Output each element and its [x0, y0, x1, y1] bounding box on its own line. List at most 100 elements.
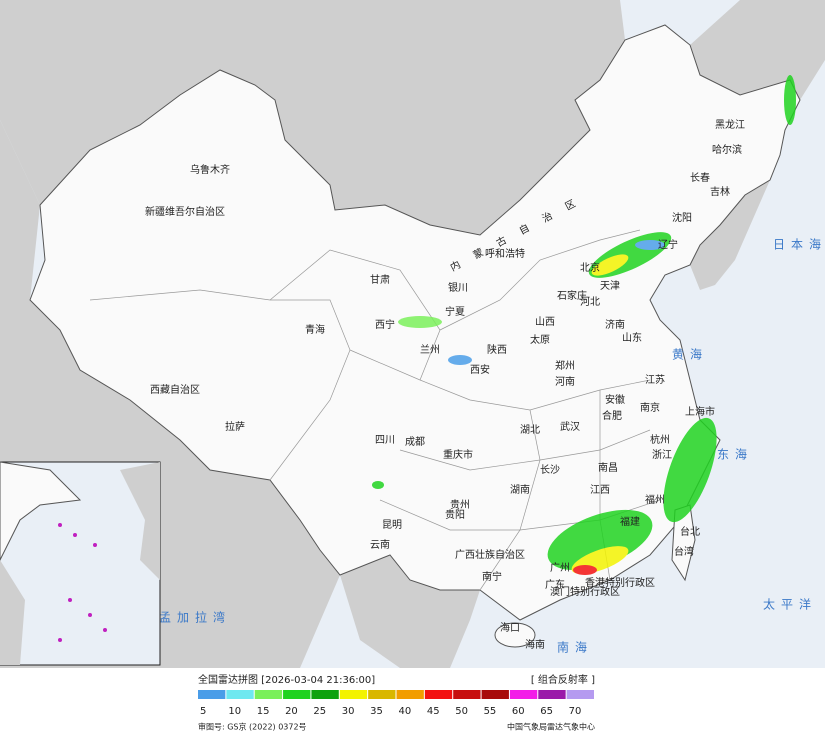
legend-swatch	[311, 690, 339, 699]
inset-islands	[58, 523, 107, 642]
legend-swatch	[538, 690, 566, 699]
place-label: 浙江	[652, 449, 672, 461]
agency: 中国气象局雷达气象中心	[507, 722, 595, 732]
place-label: 山西	[535, 316, 555, 328]
legend-swatch	[283, 690, 311, 699]
legend-panel	[0, 668, 825, 739]
place-label: 重庆市	[443, 448, 473, 461]
legend-value: 40	[399, 706, 412, 717]
place-label: 太原	[530, 333, 550, 346]
legend-value: 60	[512, 706, 525, 717]
place-label: 台北	[680, 525, 700, 538]
legend-value: 55	[484, 706, 497, 717]
place-label: 济南	[605, 318, 625, 331]
legend-swatch	[566, 690, 594, 699]
place-label: 南京	[640, 401, 660, 414]
legend-value: 5	[200, 706, 206, 717]
place-label: 呼和浩特	[485, 248, 525, 260]
legend-value: 35	[370, 706, 383, 717]
place-label: 北京	[580, 261, 600, 274]
legend-swatch	[198, 690, 226, 699]
legend-scale: 5 10 15 20 25 30 35 40 45 50 55 60 65 70	[198, 690, 594, 717]
legend-value: 15	[257, 706, 270, 717]
legend-swatch	[339, 690, 368, 699]
legend-swatch	[396, 690, 424, 699]
place-label: 成都	[405, 436, 425, 448]
place-label: 香港特别行政区	[585, 576, 655, 589]
place-label: 湖南	[510, 483, 530, 496]
legend-value: 30	[342, 706, 355, 717]
legend-title: 全国雷达拼图 [2026-03-04 21:36:00]	[198, 673, 375, 686]
place-label: 河南	[555, 375, 575, 388]
sea-label: 黄海	[672, 347, 708, 362]
legend-value: 65	[540, 706, 553, 717]
place-label: 哈尔滨	[712, 143, 742, 156]
legend-swatch	[453, 690, 481, 699]
indochina	[340, 555, 480, 668]
legend-value: 70	[569, 706, 582, 717]
legend-swatch	[226, 690, 254, 699]
place-label: 广东	[545, 578, 565, 591]
sea-label: 太平洋	[763, 597, 817, 612]
legend-value: 50	[455, 706, 468, 717]
legend-value: 20	[285, 706, 298, 717]
place-label: 澳门特别行政区	[550, 585, 620, 598]
place-label: 长沙	[540, 464, 560, 476]
place-label: 台湾	[674, 545, 694, 558]
place-label: 福建	[620, 515, 640, 528]
approval-number: 审图号: GS京 (2022) 0372号	[198, 722, 307, 732]
place-label: 乌鲁木齐	[190, 163, 230, 176]
place-label: 武汉	[560, 420, 580, 433]
place-label: 昆明	[382, 519, 402, 531]
place-label: 湖北	[520, 424, 540, 436]
inset-coast	[0, 461, 82, 561]
inset-land	[0, 560, 25, 665]
place-label: 西安	[470, 363, 490, 376]
legend-product: [ 组合反射率 ]	[531, 673, 595, 686]
place-label: 沈阳	[672, 211, 692, 224]
place-label: 上海市	[685, 405, 715, 418]
place-label: 石家庄	[557, 289, 587, 302]
korea	[690, 180, 770, 290]
inset-land-east	[120, 462, 160, 580]
place-label: 长春	[690, 172, 710, 184]
sea-label: 日本海	[773, 237, 825, 252]
hainan	[494, 622, 536, 648]
place-label: 江西	[590, 484, 610, 496]
legend-swatch	[254, 690, 283, 699]
sea-label: 东海	[717, 447, 753, 462]
sea-label: 南海	[557, 640, 593, 655]
place-label: 海南	[525, 638, 545, 651]
place-label: 宁夏	[445, 305, 465, 318]
place-label: 安徽	[605, 393, 625, 406]
place-label: 拉萨	[225, 420, 245, 433]
place-label: 南宁	[482, 570, 502, 583]
foreign-land-ne	[690, 0, 825, 100]
legend-value: 45	[427, 706, 440, 717]
place-label: 山东	[622, 331, 642, 344]
place-label: 兰州	[420, 343, 440, 356]
sea-label: 孟加拉湾	[159, 610, 231, 625]
place-label: 西宁	[375, 318, 395, 331]
foreign-land-north	[0, 0, 625, 235]
place-label: 四川	[375, 435, 395, 446]
place-label: 天津	[600, 280, 620, 292]
place-label: 陕西	[487, 343, 507, 356]
place-label: 南昌	[598, 461, 618, 474]
legend-swatch	[481, 690, 509, 699]
legend-swatch	[509, 690, 538, 699]
place-label: 新疆维吾尔自治区	[145, 205, 225, 218]
place-label: 福州	[645, 493, 665, 506]
radar-echoes	[50, 75, 796, 575]
place-label: 甘肃	[370, 273, 390, 286]
legend-swatch	[368, 690, 396, 699]
place-label: 广西壮族自治区	[455, 548, 525, 561]
place-label: 合肥	[602, 409, 622, 422]
place-label: 郑州	[555, 359, 575, 372]
place-label: 西藏自治区	[150, 383, 200, 396]
place-label: 吉林	[710, 185, 730, 198]
legend-value: 10	[228, 706, 241, 717]
